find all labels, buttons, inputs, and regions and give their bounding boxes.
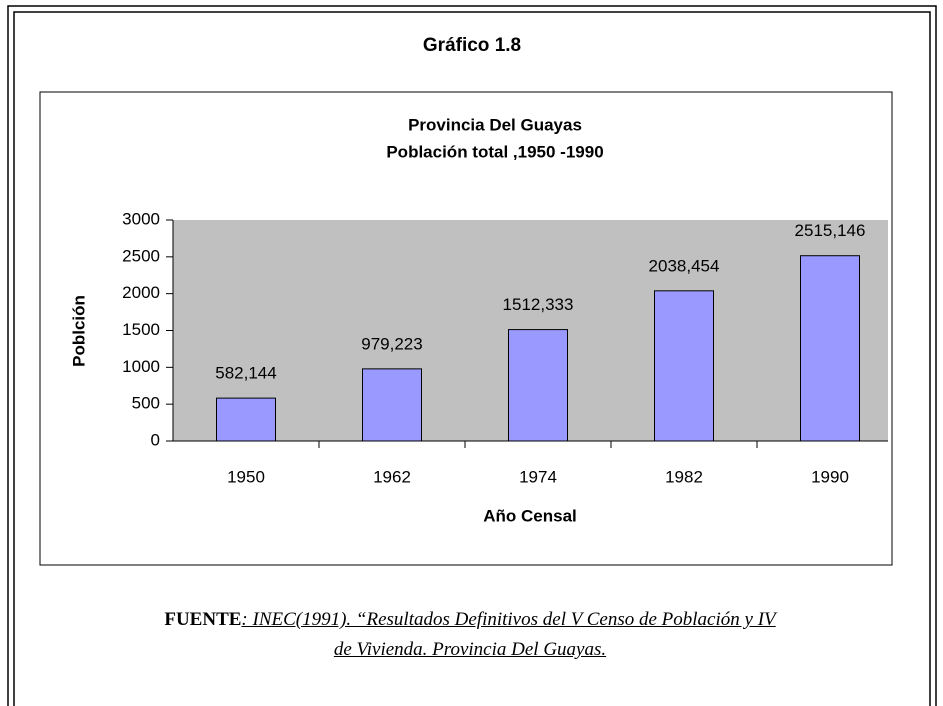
value-label: 582,144 — [215, 364, 276, 383]
source-label: FUENTE — [164, 609, 242, 630]
heading: Gráfico 1.8 — [423, 35, 521, 56]
y-tick-label: 2500 — [122, 246, 160, 265]
frame-outer — [7, 5, 937, 706]
bar — [216, 397, 276, 442]
value-label: 1512,333 — [503, 295, 574, 314]
x-tick-label: 1974 — [519, 467, 557, 486]
y-tick-label: 2000 — [122, 283, 160, 302]
x-tick-label: 1950 — [227, 467, 265, 486]
x-tick-label: 1982 — [665, 467, 703, 486]
source-text: de Vivienda. Provincia Del Guayas. — [333, 639, 607, 660]
y-tick-label: 500 — [132, 394, 160, 413]
y-tick-label: 0 — [151, 430, 160, 449]
y-tick-label: 3000 — [122, 209, 160, 228]
x-tick-label: 1990 — [811, 467, 849, 486]
y-tick-label: 1500 — [122, 320, 160, 339]
frame — [7, 5, 937, 706]
source-text: : INEC(1991). “Resultados Definitivos de… — [241, 609, 776, 630]
frame-inner — [13, 11, 931, 706]
value-label: 979,223 — [361, 334, 422, 353]
bar — [362, 368, 422, 442]
value-label: 2515,146 — [795, 221, 866, 240]
value-label: 2038,454 — [649, 256, 720, 275]
source: FUENTE: INEC(1991). “Resultados Definiti… — [60, 605, 880, 665]
bar — [800, 255, 860, 442]
chart-subtitle: Población total ,1950 -1990 — [386, 142, 603, 161]
chart-title: Provincia Del Guayas — [408, 115, 582, 134]
x-tick-label: 1962 — [373, 467, 411, 486]
bar — [654, 290, 714, 442]
y-tick-label: 1000 — [122, 357, 160, 376]
bar — [508, 329, 568, 442]
y-axis-label: Poblción — [69, 295, 88, 367]
x-axis-label: Año Censal — [483, 506, 577, 525]
